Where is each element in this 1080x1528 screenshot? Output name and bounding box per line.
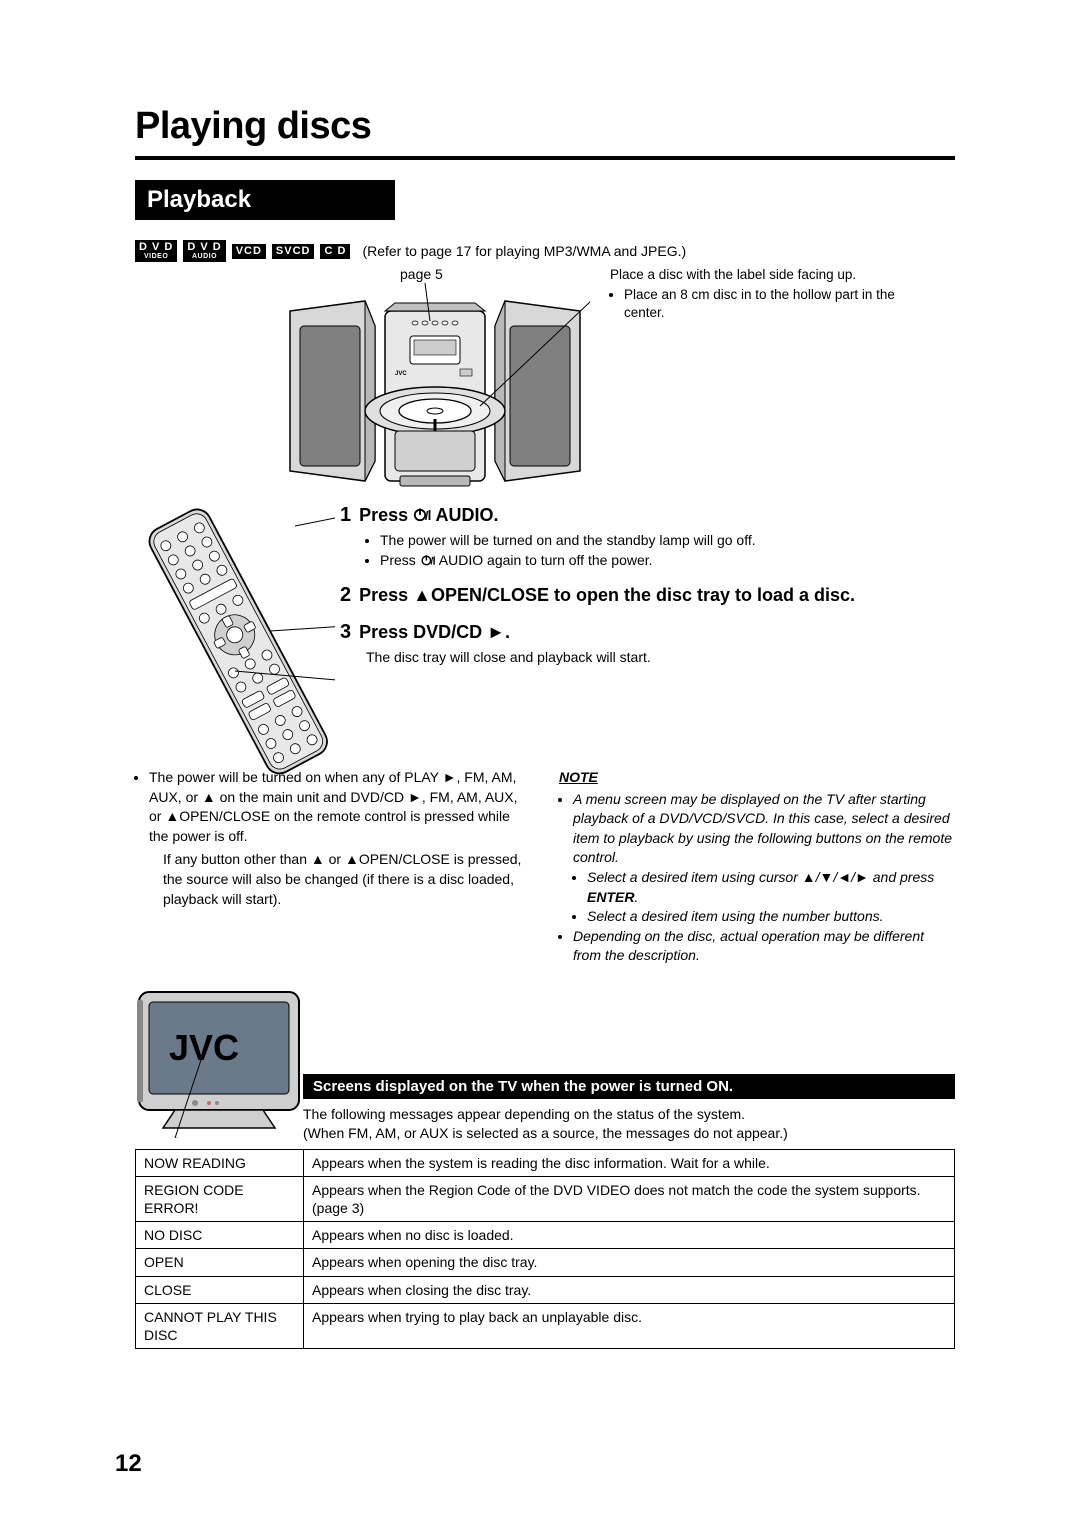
ref-text: (Refer to page 17 for playing MP3/WMA an… <box>362 243 686 259</box>
messages-table: NOW READINGAppears when the system is re… <box>135 1149 955 1350</box>
remote-illustration <box>135 501 335 791</box>
badge-cd: C D <box>320 244 350 259</box>
page5-label: page 5 <box>400 266 443 282</box>
table-row: NO DISCAppears when no disc is loaded. <box>136 1222 955 1249</box>
table-row: CANNOT PLAY THIS DISCAppears when trying… <box>136 1303 955 1348</box>
badge-dvd-audio: D V D AUDIO <box>183 240 225 262</box>
badge-svcd: SVCD <box>272 244 315 259</box>
title-rule <box>135 156 955 160</box>
screens-bar: Screens displayed on the TV when the pow… <box>303 1074 955 1099</box>
page-title: Playing discs <box>135 105 955 148</box>
table-row: REGION CODE ERROR!Appears when the Regio… <box>136 1176 955 1221</box>
diagram-area: page 5 Place a disc with the label side … <box>135 266 955 756</box>
table-row: OPENAppears when opening the disc tray. <box>136 1249 955 1276</box>
badge-vcd: VCD <box>232 244 266 259</box>
step-2: 2 Press ▲OPEN/CLOSE to open the disc tra… <box>340 584 920 607</box>
svg-text:JVC: JVC <box>395 371 407 377</box>
svg-text:/: / <box>430 556 433 566</box>
step-1: 1 Press / AUDIO. The power will be turne… <box>340 504 920 570</box>
badge-dvd-video: D V D VIDEO <box>135 240 177 262</box>
page-number: 12 <box>115 1450 142 1478</box>
left-column: The power will be turned on when any of … <box>135 768 531 966</box>
svg-text:JVC: JVC <box>169 1027 239 1068</box>
disc-callout: Place a disc with the label side facing … <box>610 266 930 323</box>
svg-text:/: / <box>425 509 429 523</box>
section-playback: Playback <box>135 180 395 220</box>
table-row: CLOSEAppears when closing the disc tray. <box>136 1276 955 1303</box>
tv-section: JVC Screens displayed on the TV when the… <box>135 988 955 1349</box>
table-row: NOW READINGAppears when the system is re… <box>136 1149 955 1176</box>
format-badges: D V D VIDEO D V D AUDIO VCD SVCD C D (Re… <box>135 240 955 262</box>
right-column-note: NOTE A menu screen may be displayed on t… <box>559 768 955 966</box>
screens-block: Screens displayed on the TV when the pow… <box>135 1074 955 1349</box>
two-column-notes: The power will be turned on when any of … <box>135 768 955 966</box>
power-icon: / <box>413 507 431 523</box>
power-icon: / <box>420 554 436 567</box>
stereo-illustration: JVC <box>280 281 590 511</box>
steps: 1 Press / AUDIO. The power will be turne… <box>340 504 920 682</box>
screens-intro: The following messages appear depending … <box>303 1105 955 1143</box>
step-3: 3 Press DVD/CD ►. The disc tray will clo… <box>340 621 920 668</box>
